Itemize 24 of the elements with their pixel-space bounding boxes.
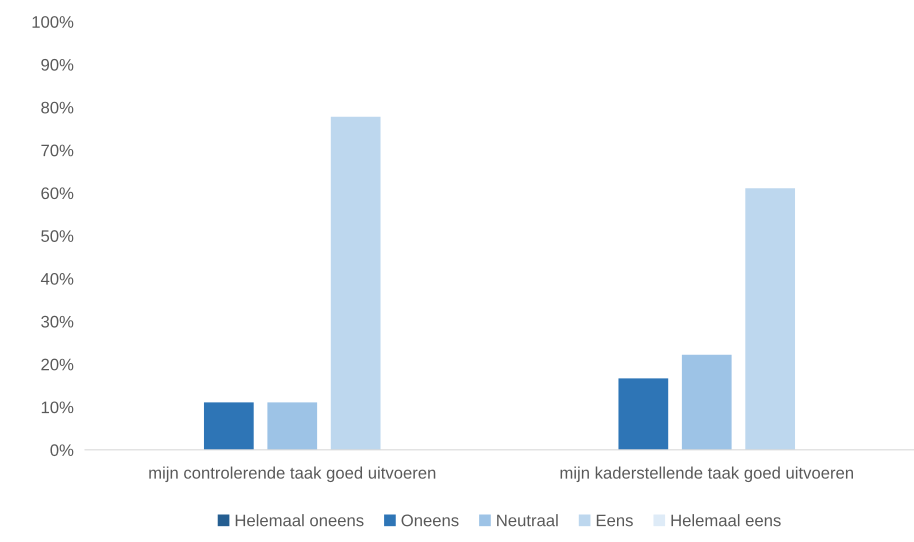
- y-tick-label: 20%: [41, 358, 74, 370]
- y-tick-label: 40%: [40, 272, 74, 285]
- legend-label: Helemaal oneens: [236, 514, 364, 526]
- bar: [267, 402, 318, 450]
- bar: [204, 402, 254, 450]
- bar: [745, 188, 796, 450]
- y-tick-label: 10%: [42, 401, 74, 414]
- bar: [682, 354, 732, 450]
- bar: [618, 378, 668, 450]
- y-tick-label: 90%: [41, 58, 74, 71]
- x-tick-label: mijn controlerende taak goed uitvoeren: [149, 466, 436, 482]
- y-tick-label: 50%: [41, 230, 74, 242]
- x-tick-label: mijn kaderstellende taak goed uitvoeren: [560, 466, 853, 482]
- y-tick-label: 0%: [50, 444, 74, 456]
- legend-label: Neutraal: [497, 514, 558, 526]
- bar: [330, 116, 381, 450]
- y-tick-label: 70%: [41, 144, 74, 156]
- y-tick-label: 100%: [32, 16, 74, 28]
- y-tick-label: 80%: [41, 102, 74, 114]
- y-tick-label: 30%: [41, 316, 74, 328]
- legend-label: Oneens: [402, 514, 459, 526]
- y-tick-label: 60%: [41, 187, 74, 200]
- legend-label: Eens: [596, 514, 633, 526]
- legend-label: Helemaal eens: [671, 514, 781, 526]
